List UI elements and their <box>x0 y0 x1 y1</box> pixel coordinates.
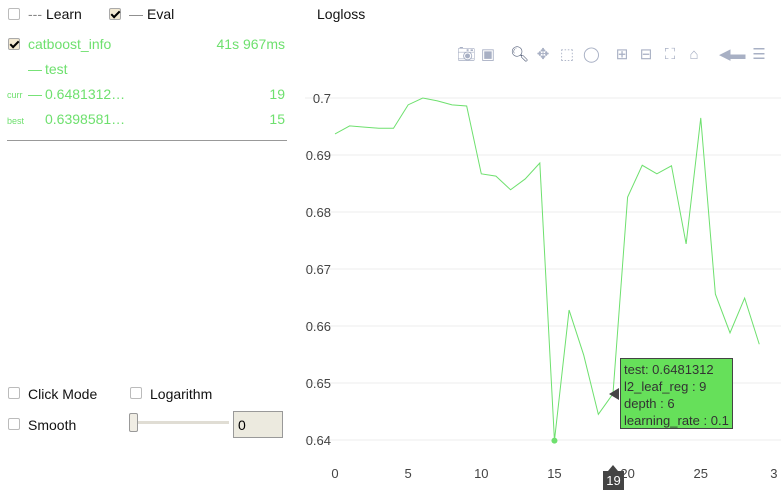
eval-checkbox[interactable] <box>109 8 121 20</box>
run-checkbox[interactable] <box>8 38 20 50</box>
home-icon[interactable]: ⌂ <box>689 46 699 63</box>
tooltip-l2-leaf-reg: l2_leaf_reg : 9 <box>624 379 707 394</box>
best-point-marker[interactable] <box>551 437 558 444</box>
chart-title: Logloss <box>317 6 366 22</box>
divider <box>7 140 287 141</box>
x-tick-label: 3 <box>770 466 777 481</box>
run-name: catboost_info <box>28 36 112 52</box>
run-time: 41s 967ms <box>216 36 285 52</box>
x-tick-label: 0 <box>331 466 338 481</box>
smooth-label: Smooth <box>28 417 77 433</box>
learn-label: Learn <box>46 6 82 22</box>
best-label: best <box>7 116 25 126</box>
series-line-test <box>334 97 760 441</box>
smooth-checkbox[interactable] <box>8 418 20 430</box>
pan-icon[interactable]: ✥ <box>536 46 550 63</box>
x-tick-label: 10 <box>474 466 488 481</box>
hover-tooltip: test: 0.6481312 l2_leaf_reg : 9 depth : … <box>620 358 733 429</box>
x-tick-label: 25 <box>694 466 708 481</box>
smooth-slider-track[interactable] <box>135 421 229 424</box>
tooltip-depth: depth : 6 <box>624 396 675 411</box>
spike-lines-icon[interactable]: ◀▬ <box>719 46 746 63</box>
x-tick-label: 15 <box>547 466 561 481</box>
logarithm-label: Logarithm <box>150 386 213 402</box>
smooth-value-input[interactable]: 0 <box>233 411 283 438</box>
tooltip-pointer <box>609 388 619 400</box>
autoscale-icon[interactable]: ⛶ <box>664 46 676 63</box>
y-tick-label: 0.64 <box>306 433 331 448</box>
x-hover-badge: 19 <box>603 471 624 490</box>
smooth-slider-handle[interactable] <box>129 413 138 432</box>
zoom-in-icon[interactable]: ⊞ <box>615 46 629 63</box>
x-badge-pointer <box>608 465 618 471</box>
y-tick-label: 0.68 <box>306 205 331 220</box>
x-tick-label: 5 <box>405 466 412 481</box>
click-mode-label: Click Mode <box>28 386 98 402</box>
curr-value: 0.6481312… <box>45 86 126 102</box>
curr-iter: 19 <box>269 86 285 102</box>
y-tick-label: 0.66 <box>306 319 331 334</box>
best-value: 0.6398581… <box>45 111 126 127</box>
zoom-icon[interactable]: 🔍︎ <box>510 46 530 63</box>
best-iter: 15 <box>269 111 285 127</box>
y-tick-label: 0.67 <box>306 262 331 277</box>
y-tick-label: 0.69 <box>306 148 331 163</box>
box-select-icon[interactable]: ⬚ <box>559 46 575 63</box>
lasso-icon[interactable]: ◯ <box>583 46 600 63</box>
zoom-out-icon[interactable]: ⊟ <box>639 46 653 63</box>
logarithm-checkbox[interactable] <box>130 387 142 399</box>
y-tick-label: 0.65 <box>306 376 331 391</box>
tooltip-test: test: 0.6481312 <box>624 362 714 377</box>
eval-line: — <box>129 6 143 22</box>
curr-line: — <box>28 86 42 102</box>
curr-label: curr <box>7 90 23 100</box>
click-mode-checkbox[interactable] <box>8 387 20 399</box>
learn-dash: --- <box>28 6 42 22</box>
camera-icon[interactable]: 📷︎ <box>457 46 477 63</box>
save-icon[interactable]: ▣ <box>480 46 496 63</box>
series-name: test <box>45 61 68 77</box>
learn-checkbox[interactable] <box>8 8 20 20</box>
compare-hover-icon[interactable]: ☰ <box>752 46 766 63</box>
series-line: — <box>28 61 42 77</box>
eval-label: Eval <box>147 6 175 22</box>
tooltip-learning-rate: learning_rate : 0.1 <box>624 413 729 428</box>
y-tick-label: 0.7 <box>313 91 331 106</box>
